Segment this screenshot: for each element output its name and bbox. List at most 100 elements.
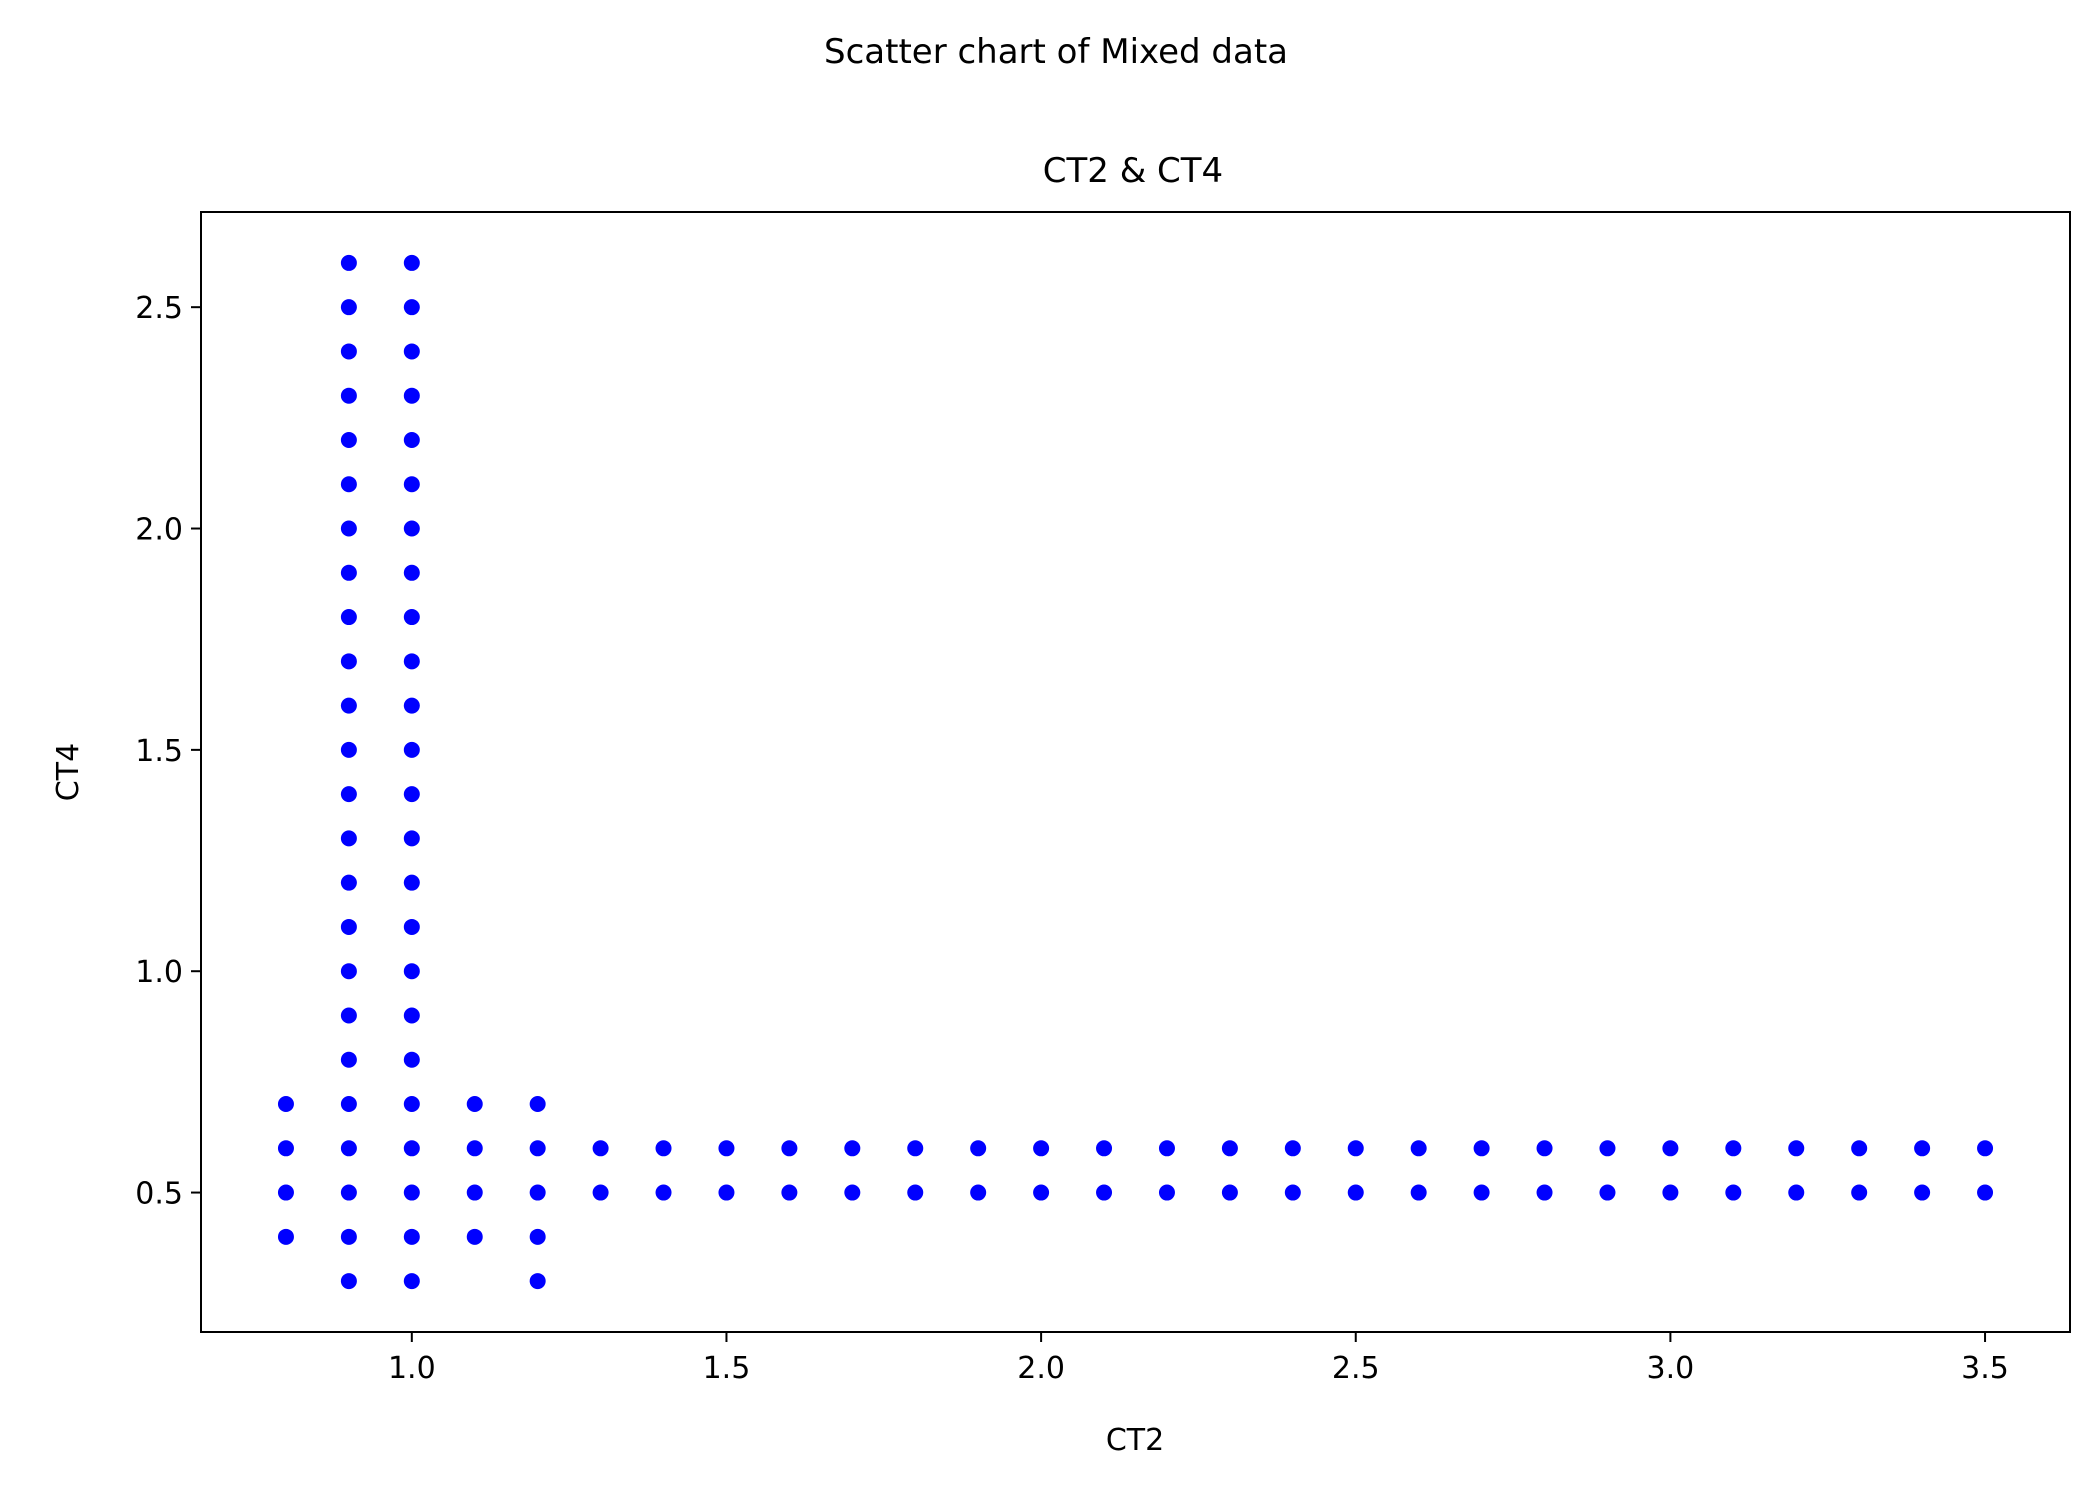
data-point xyxy=(340,741,357,758)
data-point xyxy=(1662,1184,1679,1201)
data-point xyxy=(403,963,420,980)
data-point xyxy=(277,1096,294,1113)
y-tick-label: 1.0 xyxy=(135,955,183,990)
data-point xyxy=(718,1140,735,1157)
data-point xyxy=(529,1273,546,1290)
plot-area-frame xyxy=(200,211,2071,1333)
data-point xyxy=(1410,1184,1427,1201)
data-point xyxy=(1221,1140,1238,1157)
data-point xyxy=(340,697,357,714)
data-point xyxy=(403,343,420,360)
y-tick-label: 1.5 xyxy=(135,734,183,769)
data-point xyxy=(1410,1140,1427,1157)
data-point xyxy=(403,1007,420,1024)
chart-title: CT2 & CT4 xyxy=(1043,151,1223,191)
data-point xyxy=(1599,1184,1616,1201)
data-point xyxy=(466,1096,483,1113)
data-point xyxy=(403,1140,420,1157)
data-point xyxy=(403,1273,420,1290)
data-point xyxy=(907,1184,924,1201)
data-point xyxy=(1033,1140,1050,1157)
data-point xyxy=(340,476,357,493)
data-point xyxy=(403,874,420,891)
data-point xyxy=(466,1140,483,1157)
data-point xyxy=(403,476,420,493)
data-point xyxy=(340,918,357,935)
data-point xyxy=(340,1273,357,1290)
data-point xyxy=(1536,1184,1553,1201)
data-point xyxy=(655,1140,672,1157)
figure-suptitle: Scatter chart of Mixed data xyxy=(824,32,1288,72)
data-point xyxy=(1221,1184,1238,1201)
x-axis-label: CT2 xyxy=(1106,1423,1164,1458)
data-point xyxy=(466,1228,483,1245)
data-point xyxy=(340,830,357,847)
data-point xyxy=(1662,1140,1679,1157)
x-tick-label: 2.0 xyxy=(1017,1351,1065,1386)
data-point xyxy=(1725,1140,1742,1157)
y-tick-label: 2.0 xyxy=(135,513,183,548)
x-tick-label: 3.5 xyxy=(1961,1351,2009,1386)
data-point xyxy=(592,1184,609,1201)
data-point xyxy=(340,254,357,271)
data-point xyxy=(844,1184,861,1201)
data-point xyxy=(718,1184,735,1201)
data-point xyxy=(1033,1184,1050,1201)
data-point xyxy=(1473,1184,1490,1201)
data-point xyxy=(1977,1140,1994,1157)
data-point xyxy=(277,1228,294,1245)
data-point xyxy=(1284,1184,1301,1201)
data-point xyxy=(340,609,357,626)
data-point xyxy=(1158,1184,1175,1201)
data-point xyxy=(403,830,420,847)
x-tick-label: 2.5 xyxy=(1332,1351,1380,1386)
data-point xyxy=(340,431,357,448)
data-point xyxy=(340,299,357,316)
data-point xyxy=(1914,1140,1931,1157)
data-point xyxy=(1788,1140,1805,1157)
data-point xyxy=(340,1096,357,1113)
data-point xyxy=(781,1184,798,1201)
data-point xyxy=(466,1184,483,1201)
x-tick-label: 1.0 xyxy=(388,1351,436,1386)
data-point xyxy=(781,1140,798,1157)
y-axis-label: CT4 xyxy=(51,743,86,801)
data-point xyxy=(340,1140,357,1157)
y-tick-label: 2.5 xyxy=(135,291,183,326)
data-point xyxy=(340,387,357,404)
data-point xyxy=(1158,1140,1175,1157)
data-point xyxy=(1347,1184,1364,1201)
data-point xyxy=(403,520,420,537)
data-point xyxy=(1096,1184,1113,1201)
data-point xyxy=(1096,1140,1113,1157)
data-point xyxy=(403,918,420,935)
data-point xyxy=(403,1184,420,1201)
data-point xyxy=(529,1096,546,1113)
data-point xyxy=(844,1140,861,1157)
data-point xyxy=(655,1184,672,1201)
data-point xyxy=(1473,1140,1490,1157)
y-axis: 0.5 1.0 1.5 2.0 2.5 xyxy=(135,291,201,1212)
data-point xyxy=(403,387,420,404)
data-point xyxy=(529,1140,546,1157)
data-point xyxy=(340,343,357,360)
data-point xyxy=(1536,1140,1553,1157)
y-tick-label: 0.5 xyxy=(135,1177,183,1212)
data-point xyxy=(277,1140,294,1157)
data-point xyxy=(340,1007,357,1024)
x-axis: 1.0 1.5 2.0 2.5 3.0 3.5 xyxy=(388,1332,2009,1386)
data-point xyxy=(403,299,420,316)
data-point xyxy=(907,1140,924,1157)
data-point xyxy=(403,786,420,803)
data-point xyxy=(1851,1140,1868,1157)
data-point xyxy=(340,520,357,537)
data-point xyxy=(340,1228,357,1245)
data-point xyxy=(1851,1184,1868,1201)
data-point xyxy=(403,1228,420,1245)
data-point xyxy=(1977,1184,1994,1201)
data-point xyxy=(1788,1184,1805,1201)
data-point xyxy=(403,609,420,626)
data-point xyxy=(529,1228,546,1245)
data-point xyxy=(1347,1140,1364,1157)
